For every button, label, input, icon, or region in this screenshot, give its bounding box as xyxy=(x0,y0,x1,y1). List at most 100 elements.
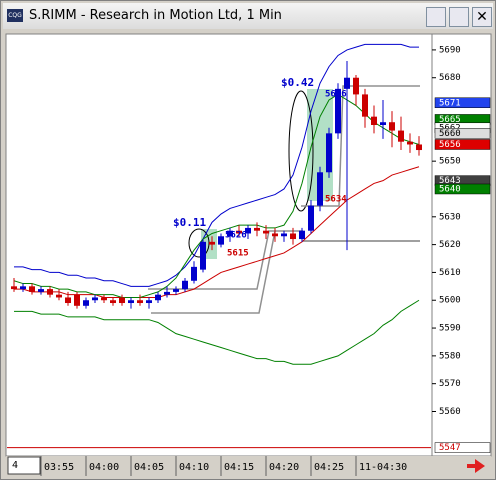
candle-body xyxy=(209,241,215,245)
candle-body xyxy=(38,289,44,292)
candle-body xyxy=(182,280,188,290)
price-label: 5643 xyxy=(439,176,461,186)
candle-body xyxy=(29,286,35,292)
candle-body xyxy=(128,300,134,304)
y-tick-label: 5570 xyxy=(439,379,461,389)
price-label-box xyxy=(434,128,491,139)
input-value: 4 xyxy=(12,460,18,471)
candle-body xyxy=(20,286,26,290)
y-tick-label: 5610 xyxy=(439,268,461,278)
candle-body xyxy=(245,227,251,234)
candle-body xyxy=(74,294,80,306)
candle-body xyxy=(137,300,143,304)
candle-body xyxy=(47,289,53,295)
scroll-arrow[interactable] xyxy=(467,459,485,473)
annotation: $0.42 xyxy=(281,76,314,89)
price-label: 5660 xyxy=(439,129,461,139)
candle-body xyxy=(83,300,89,306)
candle-body xyxy=(335,88,341,134)
x-tick-label: 04:10 xyxy=(179,462,209,473)
price-label: 5656 xyxy=(439,140,461,150)
candle-body xyxy=(317,172,323,206)
maximize-button[interactable] xyxy=(449,7,469,27)
candle-body xyxy=(101,297,107,301)
candle-body xyxy=(344,77,350,89)
x-tick-label: 04:25 xyxy=(314,462,344,473)
candle-body xyxy=(281,233,287,237)
y-tick-label: 5600 xyxy=(439,296,461,306)
candle-body xyxy=(110,300,116,304)
x-tick-label: 04:15 xyxy=(224,462,254,473)
candle-body xyxy=(353,77,359,95)
y-tick-label: 5620 xyxy=(439,240,461,250)
level-line xyxy=(148,230,303,290)
title-bar: CQG S.RIMM - Research in Motion Ltd, 1 M… xyxy=(3,3,493,29)
candle-body xyxy=(227,230,233,237)
price-label: 5547 xyxy=(439,443,461,453)
indicator-line xyxy=(14,166,420,298)
candle-body xyxy=(200,241,206,270)
candle-body xyxy=(65,297,71,304)
candle-body xyxy=(290,233,296,240)
indicator-line xyxy=(14,43,419,287)
y-tick-label: 5590 xyxy=(439,324,461,334)
price-label: 5640 xyxy=(439,184,461,194)
candle-body xyxy=(146,300,152,304)
candle-body xyxy=(191,266,197,281)
candle-body xyxy=(308,205,314,231)
candle-body xyxy=(119,297,125,304)
minimize-button[interactable] xyxy=(426,7,446,27)
annotation: 5626 xyxy=(225,231,247,241)
candle-body xyxy=(236,230,242,234)
candle-body xyxy=(92,297,98,301)
time-axis xyxy=(6,456,491,476)
annotation: $0.11 xyxy=(173,216,206,229)
indicator-line xyxy=(13,93,420,298)
candle-body xyxy=(362,94,368,117)
candle-body xyxy=(155,294,161,301)
candle-body xyxy=(389,122,395,131)
candle-body xyxy=(380,122,386,126)
y-tick-label: 5690 xyxy=(439,45,461,55)
candle-body xyxy=(299,230,305,240)
candle-body xyxy=(272,233,278,237)
x-tick-label: 04:20 xyxy=(269,462,299,473)
candle-body xyxy=(164,291,170,295)
annotation: 5634 xyxy=(325,195,347,205)
y-tick-label: 5650 xyxy=(439,157,461,167)
level-line xyxy=(151,230,276,314)
close-button[interactable]: ✕ xyxy=(472,7,492,27)
price-label-box xyxy=(434,139,491,150)
circle-annotation xyxy=(288,90,314,212)
y-tick-label: 5680 xyxy=(439,73,461,83)
annotation: 5676 xyxy=(325,90,347,100)
annotation: 5615 xyxy=(227,249,249,259)
input-box[interactable] xyxy=(7,456,41,475)
candle-body xyxy=(416,144,422,151)
candle-body xyxy=(11,286,17,290)
candle-body xyxy=(326,133,332,173)
plot-area xyxy=(5,33,433,457)
candle-body xyxy=(56,294,62,298)
y-tick-label: 5580 xyxy=(439,351,461,361)
price-label-box xyxy=(434,183,491,195)
candle-body xyxy=(263,230,269,234)
chart: 4 5560 5570 5580 5590 5600 5610 5620 5630 5650 56… xyxy=(5,33,492,476)
candle-body xyxy=(371,116,377,126)
price-label-box xyxy=(434,97,491,109)
y-tick-label: 5630 xyxy=(439,212,461,222)
window-title: S.RIMM - Research in Motion Ltd, 1 Min xyxy=(29,8,282,23)
price-label: 5671 xyxy=(439,98,461,108)
x-tick-label: 04:05 xyxy=(134,462,164,473)
candle-body xyxy=(173,289,179,292)
x-tick-label: 04:00 xyxy=(89,462,119,473)
candle-body xyxy=(218,236,224,245)
indicator-line xyxy=(14,299,420,365)
price-label: 5665 xyxy=(439,115,461,125)
price-label-box xyxy=(434,442,491,453)
x-tick-label: 03:55 xyxy=(44,462,74,473)
y-tick-label: 5560 xyxy=(439,407,461,417)
candle-body xyxy=(254,227,260,231)
candle-body xyxy=(407,141,413,145)
